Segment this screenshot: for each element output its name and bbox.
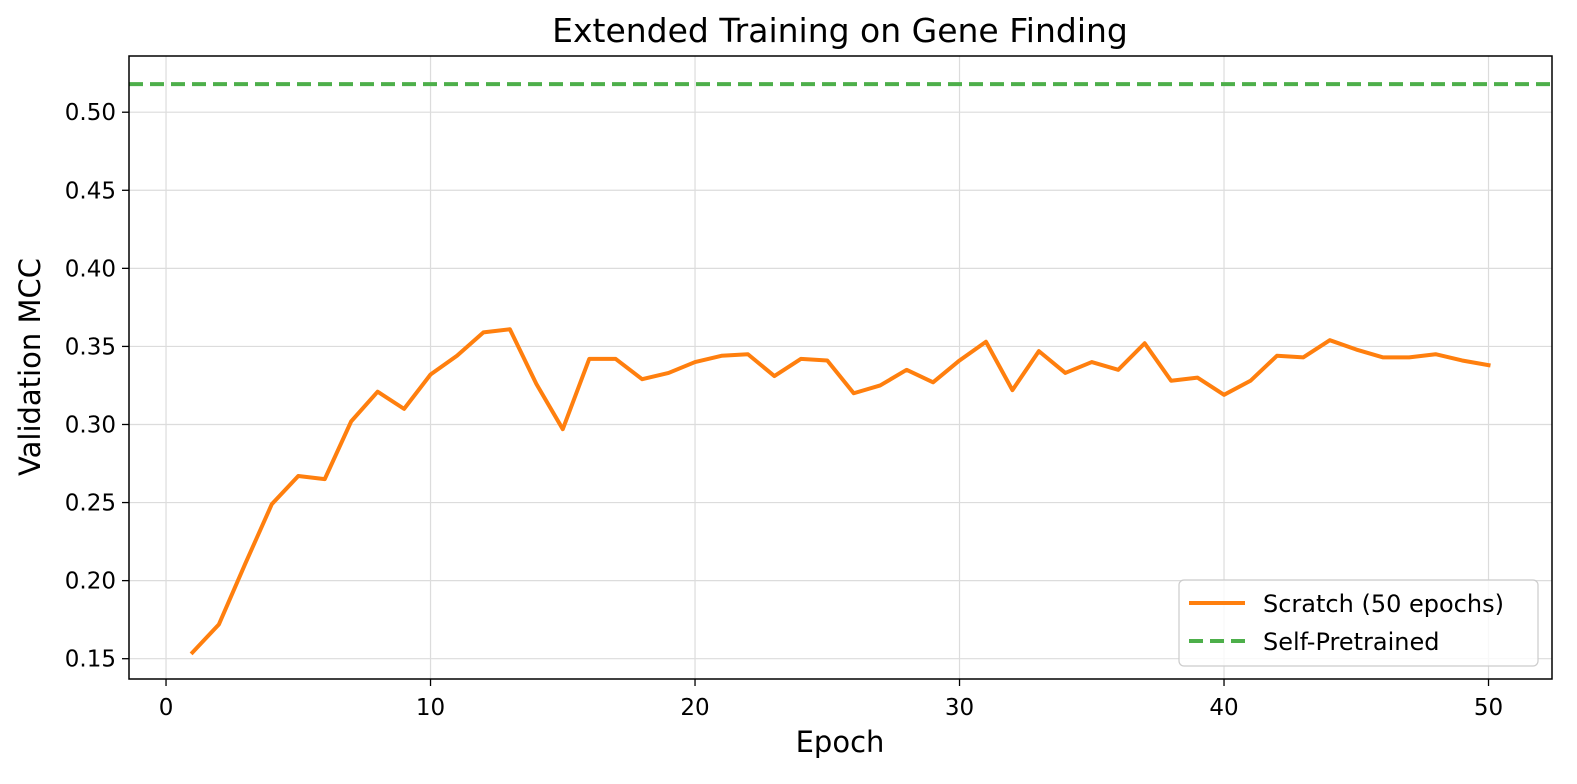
y-tick-label: 0.25 bbox=[65, 491, 116, 517]
y-tick-label: 0.35 bbox=[65, 334, 116, 360]
y-axis-label: Validation MCC bbox=[13, 258, 47, 476]
y-tick-label: 0.45 bbox=[65, 178, 116, 204]
ticks: 0 10 20 30 40 50 0.15 0.20 0.25 0.30 0.35 0.40 0.45 0… bbox=[65, 100, 1503, 721]
legend-label-self-pretrained: Self-Pretrained bbox=[1263, 628, 1439, 656]
series-layer bbox=[129, 82, 1552, 656]
x-tick-label: 30 bbox=[945, 695, 974, 721]
legend-label-scratch: Scratch (50 epochs) bbox=[1263, 590, 1504, 618]
x-tick-label: 10 bbox=[416, 695, 445, 721]
legend-box bbox=[1178, 579, 1539, 667]
series-line bbox=[189, 327, 1491, 656]
y-tick-label: 0.15 bbox=[65, 647, 116, 673]
y-tick-label: 0.30 bbox=[65, 412, 116, 438]
y-tick-label: 0.20 bbox=[65, 569, 116, 595]
x-tick-label: 40 bbox=[1209, 695, 1238, 721]
x-tick-label: 0 bbox=[159, 695, 174, 721]
y-tick-label: 0.40 bbox=[65, 256, 116, 282]
x-tick-label: 50 bbox=[1474, 695, 1503, 721]
x-axis-label: Epoch bbox=[796, 725, 885, 759]
plot-frame bbox=[128, 55, 1553, 680]
chart-title: Extended Training on Gene Finding bbox=[552, 11, 1128, 50]
x-tick-label: 20 bbox=[680, 695, 709, 721]
y-tick-label: 0.50 bbox=[65, 100, 116, 126]
legend: Scratch (50 epochs) Self-Pretrained bbox=[1178, 579, 1539, 667]
